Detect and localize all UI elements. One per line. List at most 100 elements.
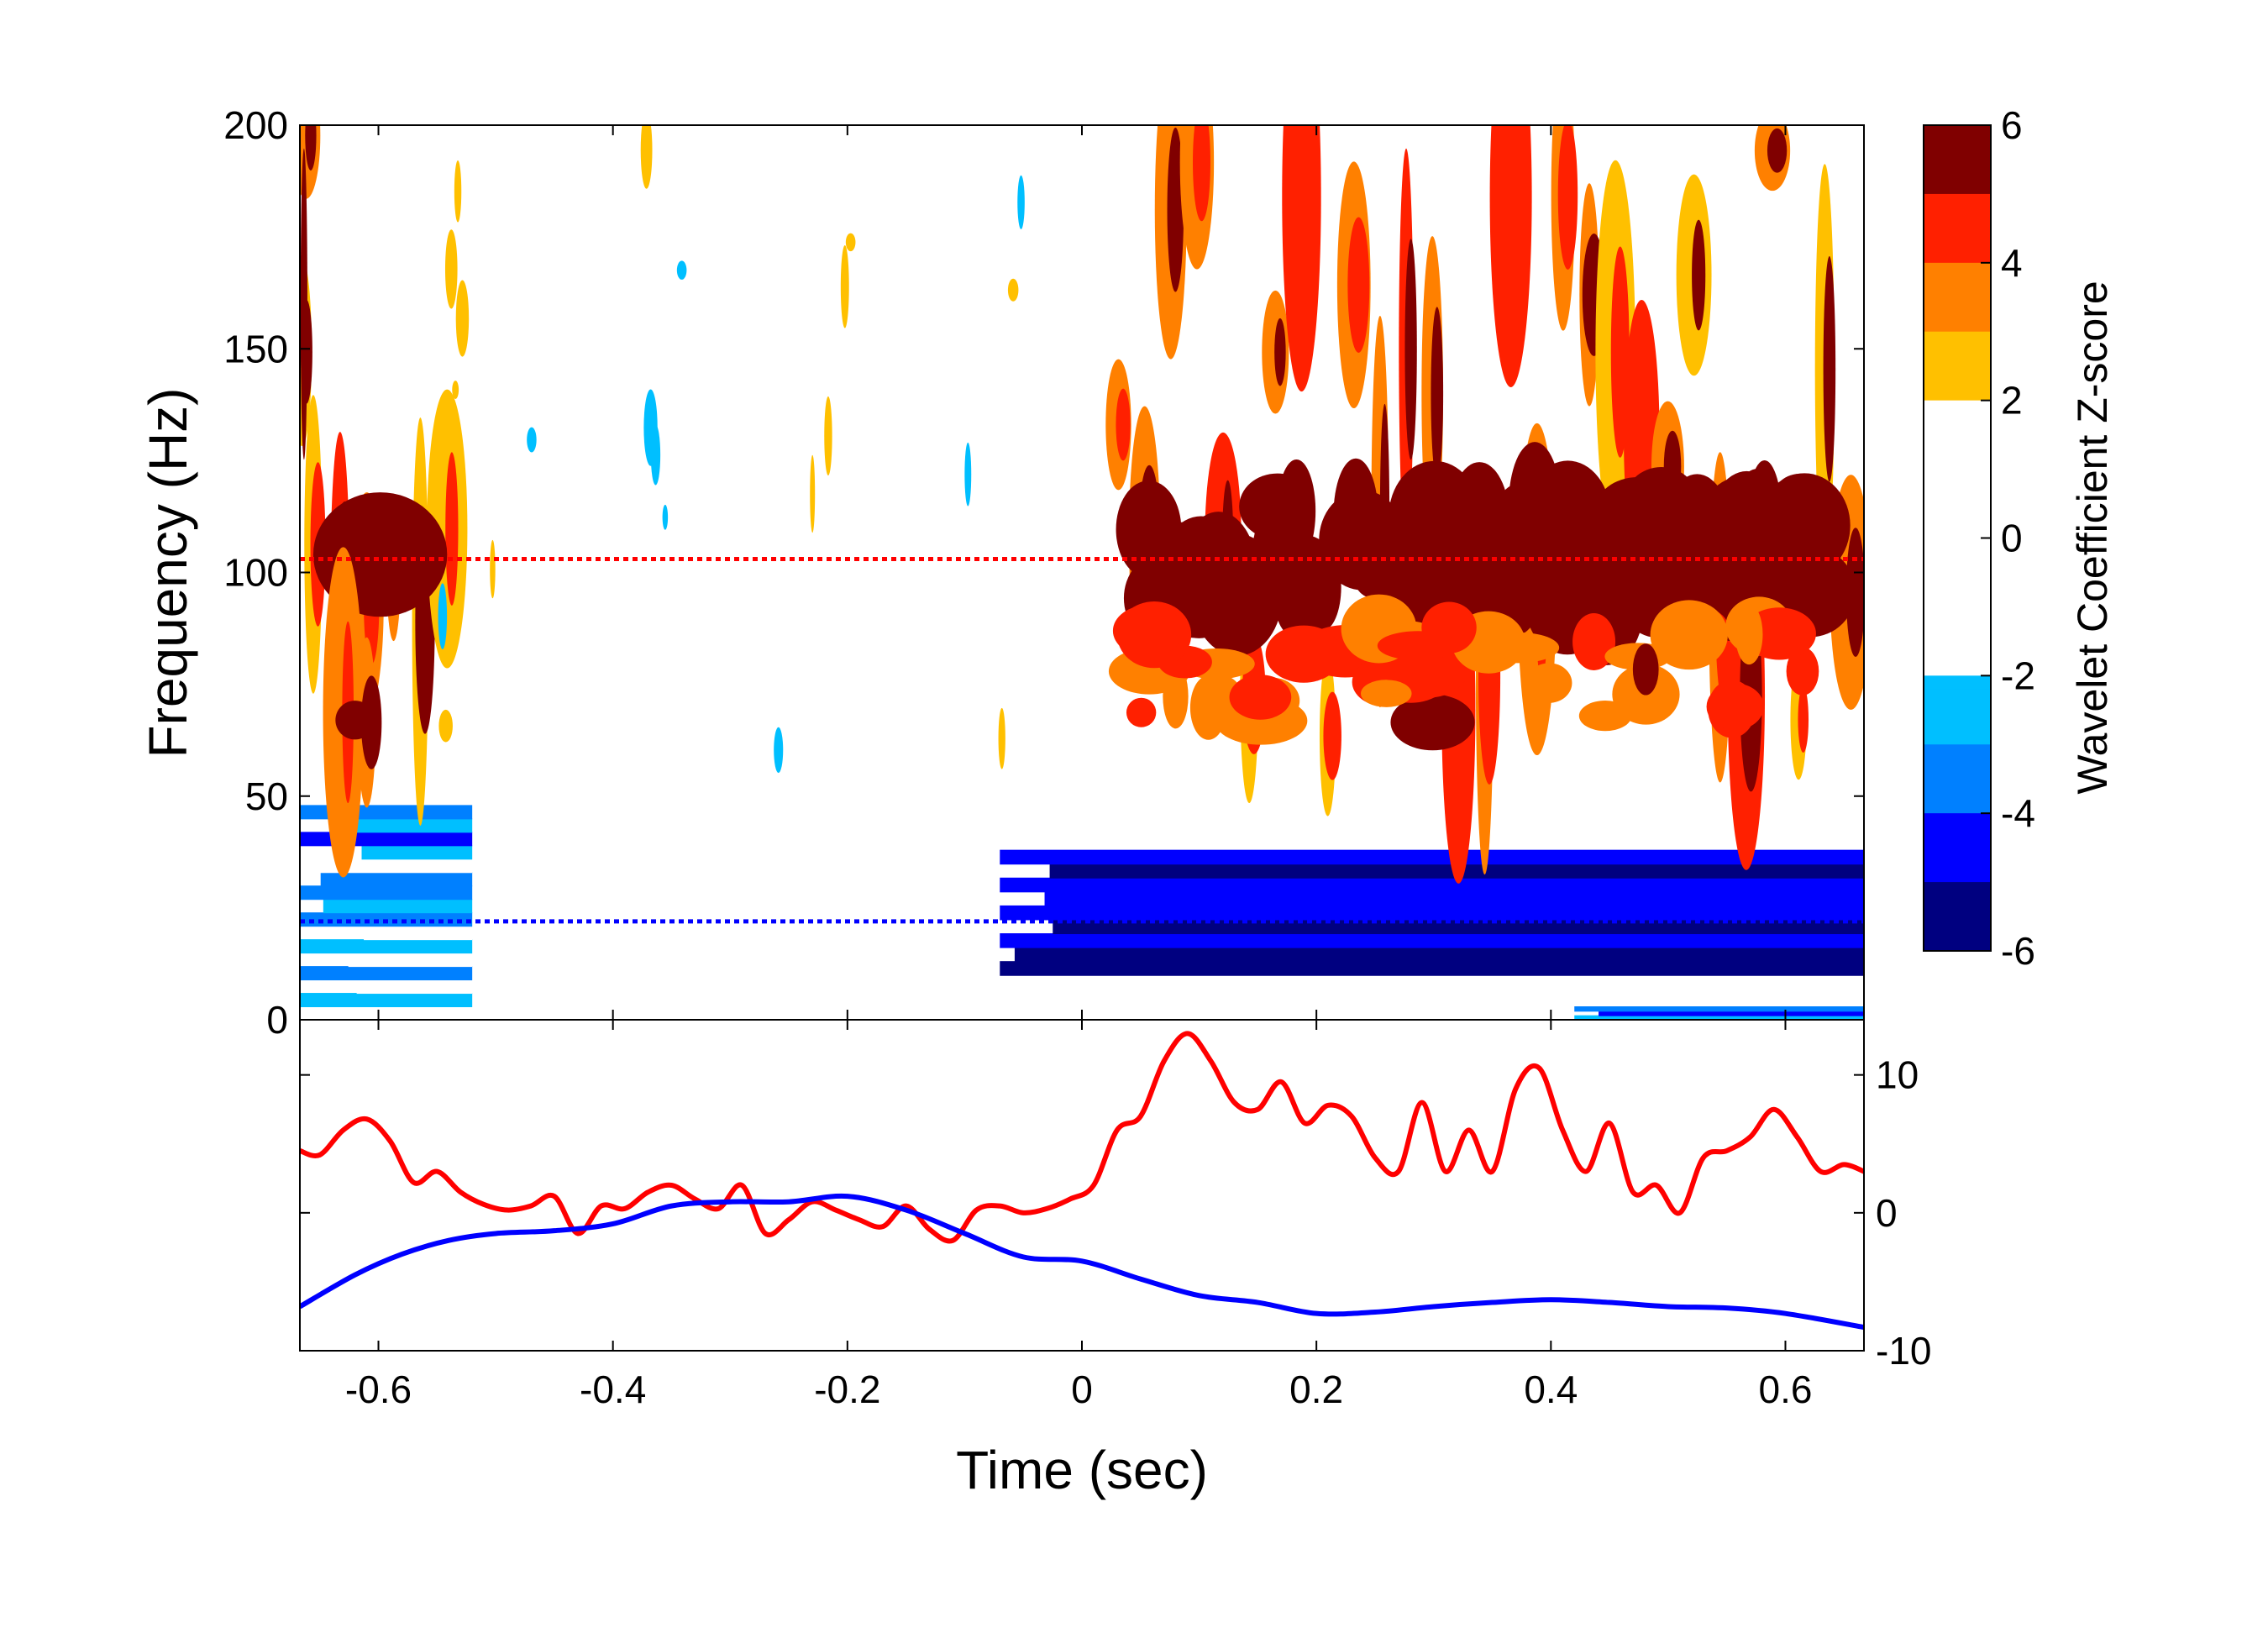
spectrogram-cell (335, 701, 375, 740)
colorbar-cell (1924, 654, 1991, 663)
spectrogram-cell (1350, 533, 1394, 598)
colorbar-cell (1924, 152, 1991, 160)
colorbar-cell (1924, 916, 1991, 925)
spectrogram-cell (1525, 663, 1572, 703)
spectrogram-cell (1786, 647, 1819, 696)
colorbar-tick-label: -6 (2001, 929, 2035, 973)
colorbar-cell (1924, 193, 1991, 202)
trace-series-0 (300, 1031, 1864, 1244)
colorbar-cell (1924, 827, 1991, 835)
colorbar-cell (1924, 283, 1991, 291)
colorbar-cell (1924, 338, 1991, 347)
colorbar-cell (1924, 703, 1991, 711)
colorbar-cell (1924, 930, 1991, 938)
colorbar-tick-label: -2 (2001, 654, 2035, 697)
colorbar-cell (1924, 359, 1991, 367)
colorbar-cell (1924, 372, 1991, 381)
colorbar-cell (1924, 490, 1991, 498)
colorbar-cell (1924, 380, 1991, 388)
y-tick-label: 0 (266, 998, 288, 1042)
colorbar-tick-label: 2 (2001, 379, 2023, 423)
spectrogram-cell (998, 707, 1005, 769)
colorbar-cell (1924, 365, 1991, 374)
trace-y-ticks: -10 0 10 (300, 1053, 1931, 1373)
colorbar-cell (1924, 785, 1991, 794)
x-tick-label: -0.6 (345, 1368, 412, 1411)
spectrogram-band (1014, 947, 1864, 963)
colorbar-cell (1924, 318, 1991, 326)
spectrogram-cell (1273, 539, 1310, 635)
colorbar-cell (1924, 166, 1991, 175)
colorbar-cell (1924, 764, 1991, 774)
spectrogram-cell (454, 160, 462, 223)
colorbar-cell (1924, 882, 1991, 890)
colorbar-cell (1924, 303, 1991, 312)
colorbar-cell (1924, 469, 1991, 477)
colorbar-cell (1924, 421, 1991, 429)
colorbar-cell (1924, 600, 1991, 608)
colorbar-cell (1924, 593, 1991, 601)
spectrogram-cell (1706, 683, 1764, 730)
colorbar-cell (1924, 572, 1991, 580)
x-tick-label: -0.4 (580, 1368, 646, 1411)
colorbar-cell (1924, 669, 1991, 677)
spectrogram-cell (640, 125, 653, 189)
colorbar-cell (1924, 544, 1991, 553)
spectrogram-cell (1650, 600, 1728, 670)
colorbar-cell (1924, 407, 1991, 416)
colorbar: -6 -4 -2 0 2 4 6 Wavelet Coefficient Z-score (1923, 103, 2116, 973)
colorbar-cell (1924, 772, 1991, 780)
colorbar-cell (1924, 145, 1991, 154)
colorbar-cell (1924, 895, 1991, 904)
colorbar-cell (1924, 214, 1991, 223)
spectrogram-cell (452, 381, 459, 399)
spectrogram-cell (490, 539, 496, 599)
colorbar-cell (1924, 290, 1991, 298)
trace-lines (300, 1031, 1864, 1331)
spectrogram-cell (1735, 604, 1763, 665)
colorbar-cell (1924, 710, 1991, 718)
spectrogram-cell (1578, 701, 1632, 732)
spectrogram-band (335, 818, 473, 833)
colorbar-cell (1924, 565, 1991, 574)
colorbar-cell (1924, 606, 1991, 615)
colorbar-cell (1924, 352, 1991, 360)
spectrogram-band (1000, 933, 1864, 948)
colorbar-cell (1924, 627, 1991, 636)
spectrogram-cell (1557, 125, 1578, 270)
colorbar-tick-label: 4 (2001, 241, 2023, 285)
spectrogram-cell (305, 125, 317, 171)
colorbar-cell (1924, 744, 1991, 753)
colorbar-cell (1924, 482, 1991, 491)
colorbar-cell (1924, 689, 1991, 697)
colorbar-cell (1924, 799, 1991, 807)
y-tick-label: 100 (223, 551, 288, 595)
spectrogram-cell (810, 454, 816, 533)
trace-y-tick-label: 10 (1876, 1053, 1919, 1097)
spectrogram-band (1000, 877, 1864, 893)
colorbar-cell (1924, 503, 1991, 512)
spectrogram-panel: 0 50 100 150 200 Frequency (Hz) (138, 103, 1865, 1042)
colorbar-cell (1924, 262, 1991, 271)
reference-lines (300, 557, 1864, 924)
colorbar-cell (1924, 854, 1991, 863)
spectrogram-band (1044, 891, 1864, 906)
spectrogram-cell (1390, 694, 1475, 751)
colorbar-cell (1924, 613, 1991, 622)
spectrogram-cell (676, 260, 687, 280)
colorbar-cell (1924, 434, 1991, 443)
spectrogram-cell (1126, 697, 1157, 727)
spectrogram-band (1000, 905, 1864, 921)
colorbar-cell (1924, 139, 1991, 147)
colorbar-cell (1924, 475, 1991, 484)
colorbar-label: Wavelet Coefficient Z-score (2069, 281, 2116, 794)
colorbar-cell (1924, 848, 1991, 856)
colorbar-cell (1924, 868, 1991, 876)
y-tick-label: 200 (223, 103, 288, 147)
colorbar-cell (1924, 242, 1991, 250)
spectrogram-cell (438, 583, 448, 650)
spectrogram-cell (1167, 127, 1184, 292)
colorbar-cell (1924, 909, 1991, 918)
y-tick-label: 50 (245, 774, 288, 818)
spectrogram-band (1000, 849, 1864, 865)
